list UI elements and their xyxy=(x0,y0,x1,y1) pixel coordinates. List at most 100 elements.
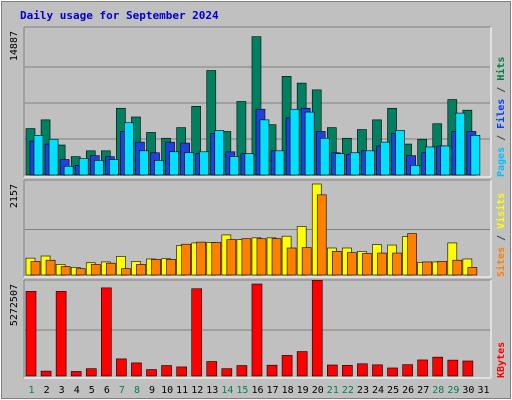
bar-sites-day-11 xyxy=(181,243,191,276)
bar-sites-day-18 xyxy=(286,247,297,276)
bar-sites-day-22 xyxy=(347,252,357,276)
bar-pages-day-13 xyxy=(214,130,225,176)
series-pages xyxy=(33,108,481,176)
chart-title: Daily usage for September 2024 xyxy=(20,9,219,22)
x-tick-label-5: 5 xyxy=(89,385,95,396)
x-tick-label-19: 19 xyxy=(297,385,309,396)
bar-visits-day-29 xyxy=(447,242,458,276)
bar-pages-day-3 xyxy=(63,165,74,176)
bar-kbytes-day-5 xyxy=(85,368,97,377)
bar-kbytes-day-14 xyxy=(221,368,233,377)
bar-pages-day-2 xyxy=(48,138,59,176)
bar-kbytes-day-13 xyxy=(206,361,218,377)
x-tick-label-7: 7 xyxy=(119,385,125,396)
x-tick-label-2: 2 xyxy=(44,385,50,396)
bar-sites-day-8 xyxy=(136,264,146,276)
legend-entry: Files xyxy=(495,99,507,129)
legend-entry: / xyxy=(496,229,507,247)
bar-pages-day-10 xyxy=(169,151,179,176)
bar-sites-day-20 xyxy=(316,194,327,276)
x-tick-label-11: 11 xyxy=(176,385,188,396)
bar-kbytes-day-28 xyxy=(432,356,444,377)
bar-kbytes-day-21 xyxy=(326,364,338,377)
bar-pages-day-23 xyxy=(365,150,375,176)
legend-entry: Visits xyxy=(495,193,507,229)
bar-sites-day-16 xyxy=(256,238,267,276)
bar-sites-day-26 xyxy=(407,233,417,276)
bar-kbytes-day-23 xyxy=(357,363,368,377)
bar-kbytes-day-30 xyxy=(462,360,474,377)
bar-pages-day-29 xyxy=(455,112,466,176)
bar-pages-day-6 xyxy=(109,159,119,176)
bar-sites-day-5 xyxy=(90,264,101,276)
bar-sites-day-9 xyxy=(151,259,161,276)
bar-kbytes-day-15 xyxy=(236,365,248,377)
bar-pages-day-21 xyxy=(334,153,345,176)
bar-kbytes-day-16 xyxy=(251,283,263,377)
bar-sites-day-15 xyxy=(241,238,252,276)
bar-sites-day-25 xyxy=(392,252,402,276)
bar-sites-day-2 xyxy=(45,259,56,276)
x-axis-tick-labels: 1 2 3 4 5 6 7 8 9 10 11 12 13 14 15 16 17 18 19 20 21 22 23 24 2… xyxy=(29,385,490,396)
bar-kbytes-day-19 xyxy=(296,351,308,377)
bar-kbytes-day-29 xyxy=(447,359,459,377)
bar-kbytes-day-6 xyxy=(101,287,112,377)
x-tick-label-21: 21 xyxy=(327,385,339,396)
bar-pages-day-16 xyxy=(259,119,270,176)
legend-entry: Pages xyxy=(496,147,507,177)
bar-pages-day-24 xyxy=(380,141,390,176)
x-tick-label-13: 13 xyxy=(206,385,218,396)
bar-sites-day-24 xyxy=(377,252,387,276)
x-tick-label-16: 16 xyxy=(251,385,263,396)
bar-kbytes-day-17 xyxy=(266,364,278,377)
bar-sites-day-4 xyxy=(75,268,86,276)
x-tick-label-27: 27 xyxy=(417,385,429,396)
bar-sites-day-7 xyxy=(121,268,131,276)
bar-kbytes-day-25 xyxy=(387,367,398,377)
x-tick-label-28: 28 xyxy=(432,385,444,396)
x-tick-label-26: 26 xyxy=(402,385,414,396)
bar-visits-day-7 xyxy=(116,256,126,276)
bar-pages-day-8 xyxy=(139,150,149,176)
panel-hits_files_pages: 14887 Pages / Files / Hits xyxy=(9,26,507,178)
legend: KBytes xyxy=(496,342,507,378)
x-tick-label-29: 29 xyxy=(447,385,459,396)
x-tick-label-25: 25 xyxy=(387,385,399,396)
x-tick-label-30: 30 xyxy=(462,385,474,396)
bar-sites-day-3 xyxy=(60,266,71,276)
bar-kbytes-day-8 xyxy=(131,362,142,377)
bar-kbytes-day-1 xyxy=(25,291,37,377)
bar-pages-day-15 xyxy=(244,153,255,176)
bar-pages-day-4 xyxy=(78,158,89,176)
panel-kbytes: 5272507 KBytes xyxy=(9,279,507,379)
x-tick-label-15: 15 xyxy=(236,385,248,396)
bar-pages-day-11 xyxy=(184,152,194,176)
bar-kbytes-day-24 xyxy=(372,364,383,377)
bar-pages-day-18 xyxy=(289,108,300,176)
legend: Pages / Files / Hits xyxy=(495,57,507,177)
bar-pages-day-14 xyxy=(229,156,240,176)
bar-pages-day-26 xyxy=(410,165,420,176)
bar-pages-day-25 xyxy=(395,130,405,176)
legend-entry: KBytes xyxy=(496,342,507,378)
bar-kbytes-day-4 xyxy=(70,371,82,377)
legend-entry: Sites xyxy=(495,247,507,277)
x-tick-label-8: 8 xyxy=(134,385,140,396)
y-axis-max-label: 2157 xyxy=(9,184,20,208)
bar-kbytes-day-26 xyxy=(402,364,413,377)
bar-pages-day-28 xyxy=(440,145,451,176)
x-tick-label-10: 10 xyxy=(161,385,173,396)
bar-kbytes-day-2 xyxy=(40,370,52,377)
series-kbytes xyxy=(25,280,474,377)
bar-kbytes-day-9 xyxy=(146,369,157,377)
bar-sites-day-10 xyxy=(166,259,176,276)
bar-kbytes-day-27 xyxy=(417,359,428,377)
y-axis-max-label: 5272507 xyxy=(9,284,20,326)
bar-sites-day-14 xyxy=(226,239,237,276)
bar-sites-day-30 xyxy=(467,267,478,276)
bar-kbytes-day-18 xyxy=(281,355,293,377)
bar-sites-day-29 xyxy=(452,259,463,276)
bar-pages-day-19 xyxy=(304,111,315,176)
